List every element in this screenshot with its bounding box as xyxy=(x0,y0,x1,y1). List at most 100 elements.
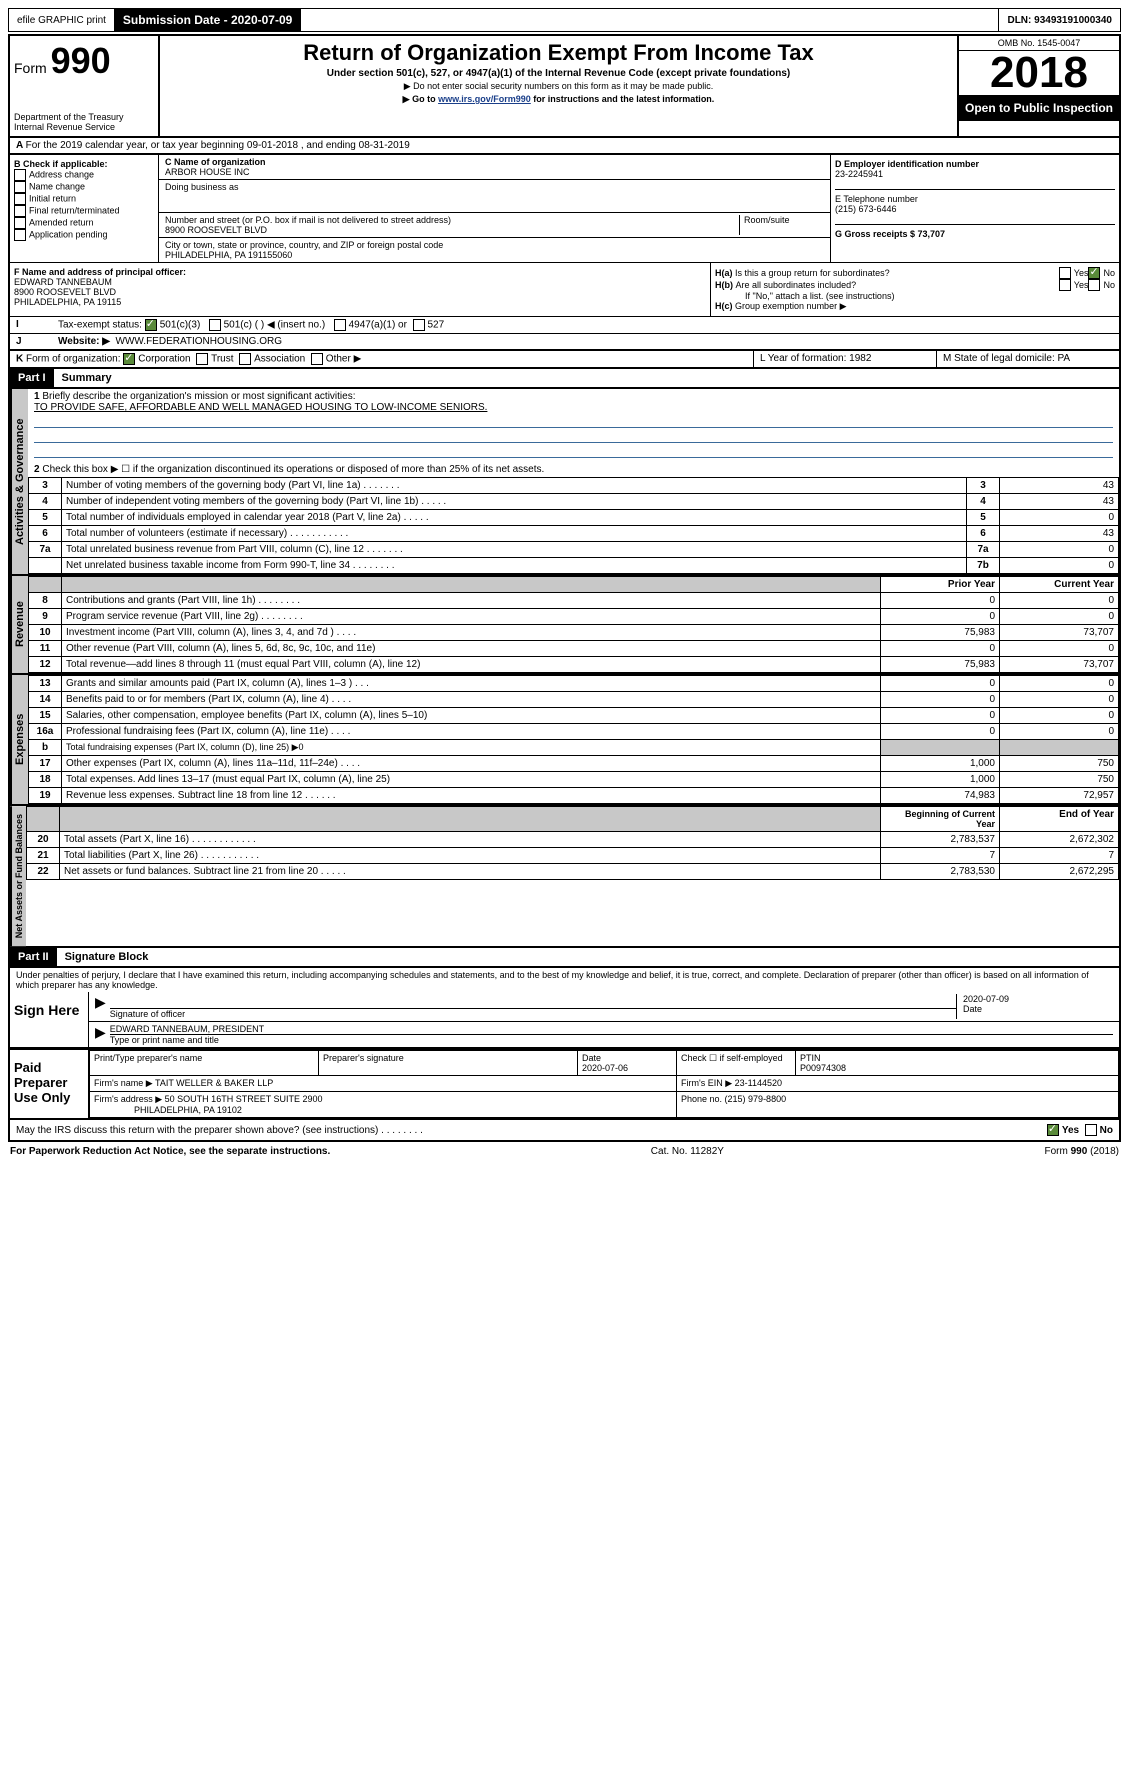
table-row: 16aProfessional fundraising fees (Part I… xyxy=(29,724,1119,740)
amended-return-checkbox[interactable] xyxy=(14,217,26,229)
section-fh: F Name and address of principal officer:… xyxy=(8,263,1121,317)
hb-yes-checkbox[interactable] xyxy=(1059,279,1071,291)
firm-phone: Phone no. (215) 979-8800 xyxy=(677,1092,1119,1118)
addr-label: Number and street (or P.O. box if mail i… xyxy=(165,215,739,225)
form-title: Return of Organization Exempt From Incom… xyxy=(164,40,953,66)
table-row: 8Contributions and grants (Part VIII, li… xyxy=(29,593,1119,609)
k-assoc-checkbox[interactable] xyxy=(239,353,251,365)
ha-yes-checkbox[interactable] xyxy=(1059,267,1071,279)
expenses-block: Expenses 13Grants and similar amounts pa… xyxy=(8,675,1121,806)
form-header-center: Return of Organization Exempt From Incom… xyxy=(160,36,957,136)
netassets-block: Net Assets or Fund Balances Beginning of… xyxy=(8,806,1121,948)
k-o4: Other ▶ xyxy=(326,354,361,365)
k-trust-checkbox[interactable] xyxy=(196,353,208,365)
c-name-label: C Name of organization xyxy=(165,157,824,167)
k-label: Form of organization: xyxy=(26,354,121,365)
table-row: 9Program service revenue (Part VIII, lin… xyxy=(29,609,1119,625)
d-label: D Employer identification number xyxy=(835,159,1115,169)
table-row: 6Total number of volunteers (estimate if… xyxy=(29,526,1119,542)
j-label: Website: ▶ xyxy=(58,336,110,347)
dln-label: DLN: 93493191000340 xyxy=(999,9,1120,31)
part-ii-title: Signature Block xyxy=(57,948,157,966)
note2-post: for instructions and the latest informat… xyxy=(531,94,715,104)
mission-line xyxy=(34,445,1113,458)
part-i-header: Part I Summary xyxy=(8,369,1121,389)
hb-no-checkbox[interactable] xyxy=(1088,279,1100,291)
k-o2: Trust xyxy=(211,354,233,365)
table-row: 10Investment income (Part VIII, column (… xyxy=(29,625,1119,641)
end-year-header: End of Year xyxy=(1000,807,1119,832)
initial-return-checkbox[interactable] xyxy=(14,193,26,205)
discuss-yes-checkbox[interactable] xyxy=(1047,1124,1059,1136)
application-pending-checkbox[interactable] xyxy=(14,229,26,241)
section-a: A For the 2019 calendar year, or tax yea… xyxy=(8,138,1121,155)
expenses-table: 13Grants and similar amounts paid (Part … xyxy=(28,675,1119,804)
address-change-checkbox[interactable] xyxy=(14,169,26,181)
top-spacer xyxy=(301,9,999,31)
section-deg: D Employer identification number 23-2245… xyxy=(830,155,1119,262)
footer-form: Form 990 (2018) xyxy=(1045,1146,1119,1157)
discuss-no-checkbox[interactable] xyxy=(1085,1124,1097,1136)
b-opt-0: Address change xyxy=(29,169,94,179)
i-4947-checkbox[interactable] xyxy=(334,319,346,331)
officer-addr2: PHILADELPHIA, PA 19115 xyxy=(14,297,706,307)
revenue-block: Revenue Prior Year Current Year 8Contrib… xyxy=(8,576,1121,675)
submission-date-button[interactable]: Submission Date - 2020-07-09 xyxy=(115,9,301,31)
section-c: C Name of organization ARBOR HOUSE INC D… xyxy=(159,155,830,262)
netassets-table: Beginning of Current Year End of Year 20… xyxy=(26,806,1119,880)
top-bar: efile GRAPHIC print Submission Date - 20… xyxy=(8,8,1121,32)
preparer-sig-label: Preparer's signature xyxy=(319,1051,578,1076)
form-note1: ▶ Do not enter social security numbers o… xyxy=(164,81,953,92)
org-city: PHILADELPHIA, PA 191155060 xyxy=(165,250,824,260)
blank-header xyxy=(60,807,881,832)
b-opt-5: Application pending xyxy=(29,229,108,239)
form-subtitle: Under section 501(c), 527, or 4947(a)(1)… xyxy=(164,68,953,79)
section-bcd: B Check if applicable: Address change Na… xyxy=(8,155,1121,263)
table-row: 15Salaries, other compensation, employee… xyxy=(29,708,1119,724)
i-o2: 501(c) ( ) ◀ (insert no.) xyxy=(224,320,326,331)
vtab-governance: Activities & Governance xyxy=(10,389,28,574)
discuss-yes: Yes xyxy=(1062,1125,1079,1136)
paid-preparer-label: Paid Preparer Use Only xyxy=(10,1050,89,1118)
i-501c3-checkbox[interactable] xyxy=(145,319,157,331)
sign-block: Sign Here ▶ Signature of officer 2020-07… xyxy=(8,992,1121,1050)
footer-cat: Cat. No. 11282Y xyxy=(651,1146,724,1157)
name-change-checkbox[interactable] xyxy=(14,181,26,193)
i-527-checkbox[interactable] xyxy=(413,319,425,331)
ha-yes: Yes xyxy=(1074,268,1089,278)
table-row: 19Revenue less expenses. Subtract line 1… xyxy=(29,788,1119,804)
i-501c-checkbox[interactable] xyxy=(209,319,221,331)
page-footer: For Paperwork Reduction Act Notice, see … xyxy=(8,1142,1121,1161)
governance-table: 3Number of voting members of the governi… xyxy=(28,477,1119,574)
part-i-tag: Part I xyxy=(10,369,54,387)
firm-name: TAIT WELLER & BAKER LLP xyxy=(155,1078,273,1088)
table-row: 22Net assets or fund balances. Subtract … xyxy=(27,864,1119,880)
i-o1: 501(c)(3) xyxy=(160,320,201,331)
firm-addr-label: Firm's address ▶ xyxy=(94,1094,162,1104)
section-klm: K Form of organization: Corporation Trus… xyxy=(8,351,1121,369)
mission-line xyxy=(34,415,1113,428)
k-other-checkbox[interactable] xyxy=(311,353,323,365)
section-f: F Name and address of principal officer:… xyxy=(10,263,711,316)
part-ii-tag: Part II xyxy=(10,948,57,966)
k-corp-checkbox[interactable] xyxy=(123,353,135,365)
vtab-net-assets: Net Assets or Fund Balances xyxy=(10,806,26,946)
revenue-table: Prior Year Current Year 8Contributions a… xyxy=(28,576,1119,673)
section-h: H(a) Is this a group return for subordin… xyxy=(711,263,1119,316)
firm-ein-label: Firm's EIN ▶ xyxy=(681,1078,732,1088)
arrow-icon: ▶ xyxy=(95,994,106,1019)
table-row: 14Benefits paid to or for members (Part … xyxy=(29,692,1119,708)
website-value: WWW.FEDERATIONHOUSING.ORG xyxy=(116,336,282,347)
org-name: ARBOR HOUSE INC xyxy=(165,167,824,177)
k-o1: Corporation xyxy=(138,354,190,365)
e-label: E Telephone number xyxy=(835,194,1115,204)
vtab-expenses: Expenses xyxy=(10,675,28,804)
blank-header xyxy=(29,577,62,593)
ha-no-checkbox[interactable] xyxy=(1088,267,1100,279)
table-row: 20Total assets (Part X, line 16) . . . .… xyxy=(27,832,1119,848)
final-return-checkbox[interactable] xyxy=(14,205,26,217)
paid-preparer-block: Paid Preparer Use Only Print/Type prepar… xyxy=(8,1050,1121,1120)
preparer-table: Print/Type preparer's name Preparer's si… xyxy=(89,1050,1119,1118)
irs-link[interactable]: www.irs.gov/Form990 xyxy=(438,94,531,104)
form-header-left: Form 990 Department of the Treasury Inte… xyxy=(10,36,160,136)
